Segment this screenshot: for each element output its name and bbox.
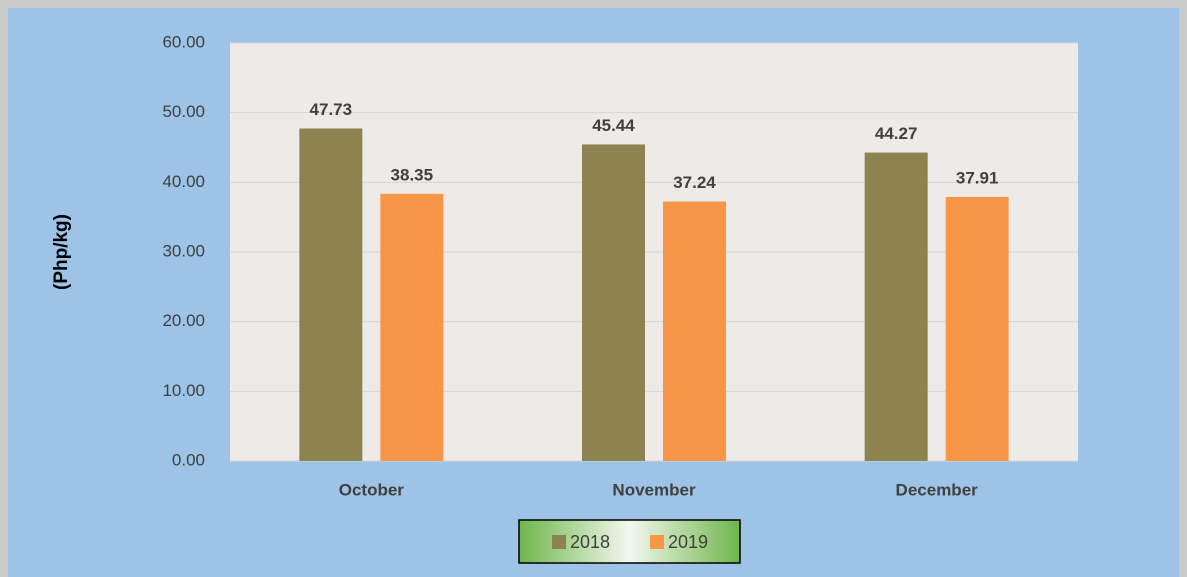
bar [864, 152, 928, 461]
legend-label: 2019 [668, 532, 708, 552]
bar [663, 201, 726, 461]
data-label: 45.44 [592, 116, 635, 135]
y-tick-label: 40.00 [162, 172, 205, 191]
x-tick-label: December [896, 480, 979, 499]
bar [299, 128, 363, 461]
x-tick-label: November [612, 480, 696, 499]
y-tick-label: 30.00 [162, 241, 205, 260]
data-label: 37.24 [673, 173, 716, 192]
legend-label: 2018 [570, 532, 610, 552]
legend-swatch [552, 535, 566, 549]
y-tick-label: 60.00 [162, 32, 205, 51]
y-tick-label: 50.00 [162, 102, 205, 121]
legend-swatch [650, 535, 664, 549]
y-axis-label: (Php/kg) [51, 214, 72, 290]
y-tick-label: 10.00 [162, 381, 205, 400]
data-label: 44.27 [875, 124, 918, 143]
y-tick-label: 0.00 [172, 450, 205, 469]
bar [582, 144, 645, 461]
x-tick-label: October [339, 480, 405, 499]
data-label: 38.35 [391, 165, 434, 184]
bar [380, 193, 444, 461]
data-label: 37.91 [956, 168, 999, 187]
y-tick-label: 20.00 [162, 311, 205, 330]
data-label: 47.73 [310, 100, 353, 119]
bar [945, 196, 1009, 461]
